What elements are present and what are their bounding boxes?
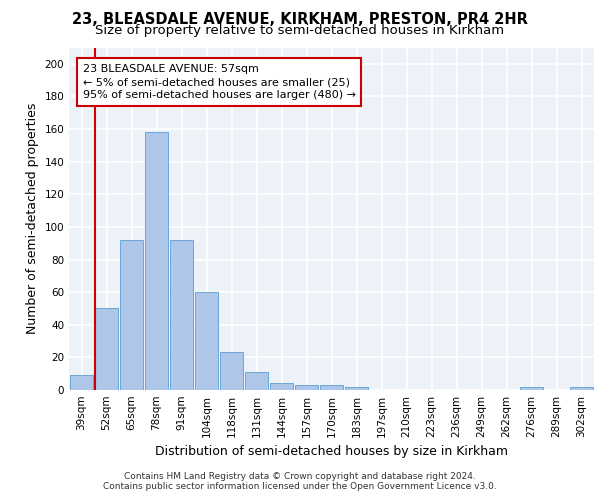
Bar [170, 240, 193, 390]
Bar [245, 372, 268, 390]
Y-axis label: Number of semi-detached properties: Number of semi-detached properties [26, 103, 39, 334]
Text: Contains HM Land Registry data © Crown copyright and database right 2024.: Contains HM Land Registry data © Crown c… [124, 472, 476, 481]
Bar [145, 132, 169, 390]
Bar [95, 308, 118, 390]
Bar [569, 386, 593, 390]
Text: 23, BLEASDALE AVENUE, KIRKHAM, PRESTON, PR4 2HR: 23, BLEASDALE AVENUE, KIRKHAM, PRESTON, … [72, 12, 528, 28]
Text: Size of property relative to semi-detached houses in Kirkham: Size of property relative to semi-detach… [95, 24, 505, 37]
Bar [119, 240, 143, 390]
Bar [194, 292, 218, 390]
Bar [520, 386, 544, 390]
Text: 23 BLEASDALE AVENUE: 57sqm
← 5% of semi-detached houses are smaller (25)
95% of : 23 BLEASDALE AVENUE: 57sqm ← 5% of semi-… [83, 64, 356, 100]
Text: Contains public sector information licensed under the Open Government Licence v3: Contains public sector information licen… [103, 482, 497, 491]
Bar [269, 384, 293, 390]
Bar [320, 385, 343, 390]
Bar [295, 385, 319, 390]
Bar [220, 352, 244, 390]
Bar [70, 376, 94, 390]
X-axis label: Distribution of semi-detached houses by size in Kirkham: Distribution of semi-detached houses by … [155, 446, 508, 458]
Bar [344, 386, 368, 390]
